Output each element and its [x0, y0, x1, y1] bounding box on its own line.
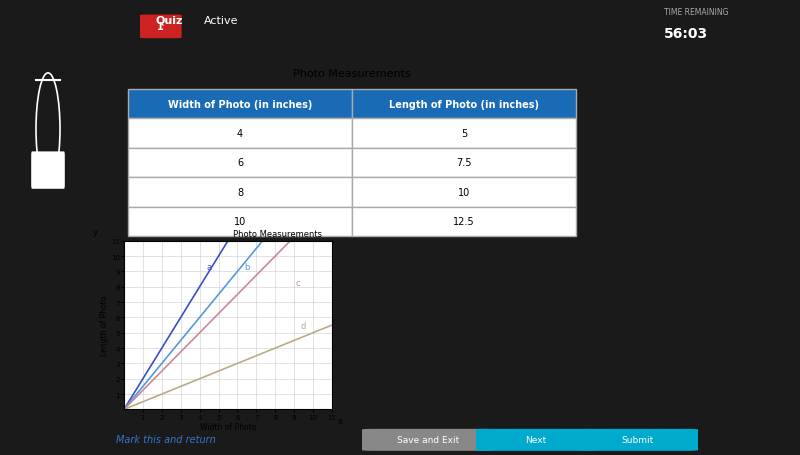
FancyBboxPatch shape: [362, 429, 494, 451]
Text: Next: Next: [526, 435, 546, 444]
Text: Submit: Submit: [622, 435, 654, 444]
FancyBboxPatch shape: [578, 429, 698, 451]
Text: Mark this and return: Mark this and return: [116, 434, 216, 444]
Text: d: d: [301, 321, 306, 330]
Text: y: y: [93, 228, 98, 237]
Text: a: a: [206, 263, 212, 272]
Text: Active: Active: [204, 15, 238, 25]
Text: Photo Measurements: Photo Measurements: [233, 230, 322, 239]
Text: Quiz: Quiz: [156, 15, 183, 25]
Text: b: b: [244, 263, 250, 272]
Text: Photo Measurements: Photo Measurements: [293, 69, 411, 79]
Text: Save and Exit: Save and Exit: [397, 435, 459, 444]
Text: TIME REMAINING: TIME REMAINING: [664, 8, 729, 17]
Y-axis label: Length of Photo: Length of Photo: [101, 295, 110, 355]
X-axis label: Width of Photo: Width of Photo: [200, 422, 256, 431]
FancyBboxPatch shape: [476, 429, 596, 451]
FancyBboxPatch shape: [31, 152, 65, 189]
Text: 1: 1: [158, 22, 164, 32]
Text: c: c: [296, 278, 300, 287]
FancyBboxPatch shape: [140, 15, 182, 39]
Text: 56:03: 56:03: [664, 27, 708, 41]
Text: x: x: [338, 416, 343, 425]
